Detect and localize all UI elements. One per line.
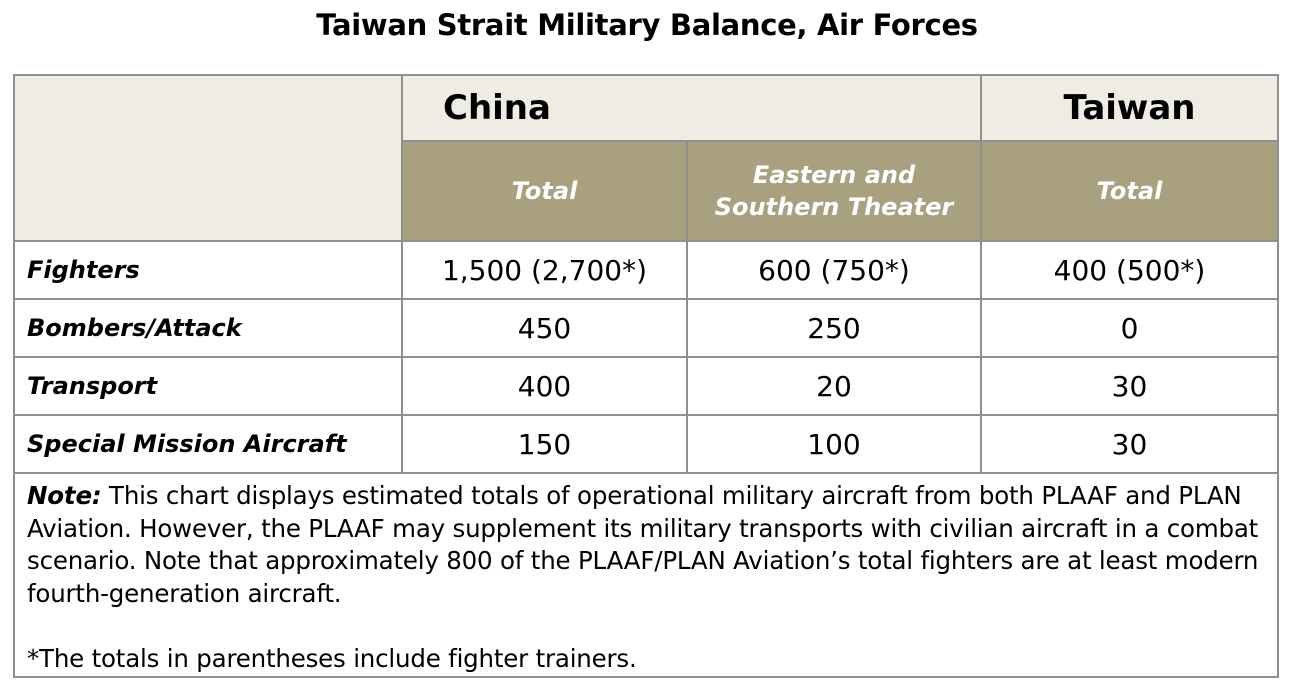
cell-taiwan-total: 30 — [980, 356, 1279, 416]
table-row: Bombers/Attack 450 250 0 — [13, 298, 1279, 358]
header-taiwan: Taiwan — [980, 74, 1279, 142]
cell-taiwan-total: 0 — [980, 298, 1279, 358]
header-row-groups: China Taiwan — [13, 74, 1279, 242]
cell-china-total: 150 — [401, 414, 688, 474]
header-corner-cell — [13, 74, 403, 242]
cell-theater: 20 — [686, 356, 982, 416]
table-row: Special Mission Aircraft 150 100 30 — [13, 414, 1279, 474]
cell-taiwan-total: 30 — [980, 414, 1279, 474]
table-row: Transport 400 20 30 — [13, 356, 1279, 416]
note-cell: Note: This chart displays estimated tota… — [13, 472, 1279, 678]
header-china-theater: Eastern and Southern Theater — [686, 140, 982, 242]
row-label-special-mission: Special Mission Aircraft — [13, 414, 403, 474]
cell-theater: 100 — [686, 414, 982, 474]
header-taiwan-total: Total — [980, 140, 1279, 242]
table-row: Fighters 1,500 (2,700*) 600 (750*) 400 (… — [13, 240, 1279, 300]
row-label-transport: Transport — [13, 356, 403, 416]
header-china-total: Total — [401, 140, 688, 242]
header-theater-line2: Southern Theater — [714, 193, 954, 221]
note-text: This chart displays estimated totals of … — [27, 481, 1259, 608]
header-theater-line1: Eastern and — [752, 161, 916, 189]
row-label-fighters: Fighters — [13, 240, 403, 300]
cell-china-total: 1,500 (2,700*) — [401, 240, 688, 300]
cell-china-total: 400 — [401, 356, 688, 416]
header-row-subcolumns: Total Eastern and Southern Theater Total — [14, 140, 1279, 242]
table-title: Taiwan Strait Military Balance, Air Forc… — [316, 8, 978, 42]
note-row: Note: This chart displays estimated tota… — [13, 472, 1279, 678]
row-label-bombers: Bombers/Attack — [13, 298, 403, 358]
air-forces-table: China Taiwan Total Eastern and Southern … — [13, 74, 1279, 678]
cell-theater: 250 — [686, 298, 982, 358]
footnote: *The totals in parentheses include fight… — [27, 644, 637, 673]
header-china: China — [401, 74, 982, 142]
cell-china-total: 450 — [401, 298, 688, 358]
cell-theater: 600 (750*) — [686, 240, 982, 300]
note-label: Note: — [27, 481, 102, 510]
cell-taiwan-total: 400 (500*) — [980, 240, 1279, 300]
